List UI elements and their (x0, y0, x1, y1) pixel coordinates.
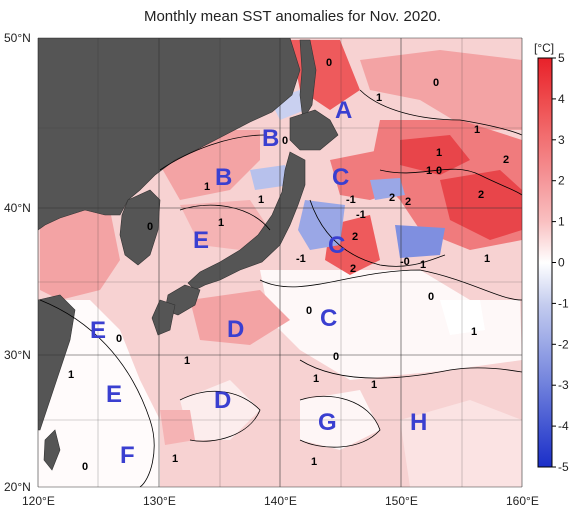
svg-text:1: 1 (68, 369, 74, 381)
svg-text:0: 0 (333, 351, 339, 363)
region-label-D: D (227, 316, 244, 343)
lat-label-40: 40°N (4, 201, 31, 215)
svg-text:1: 1 (474, 124, 480, 136)
lon-label-160: 160°E (506, 494, 539, 508)
lon-axis-labels: 120°E 130°E 140°E 150°E 160°E (22, 494, 539, 508)
region-label-B: B (215, 164, 232, 191)
svg-text:1: 1 (371, 379, 377, 391)
region-label-E: E (193, 227, 209, 254)
svg-text:2: 2 (405, 196, 411, 208)
colorbar-swatches (538, 58, 552, 468)
region-label-E: E (106, 381, 122, 408)
map-title: Monthly mean SST anomalies for Nov. 2020… (143, 8, 442, 25)
lon-label-130: 130°E (143, 494, 176, 508)
land-mass (38, 38, 339, 471)
svg-text:1: 1 (436, 147, 442, 159)
svg-text:0: 0 (147, 221, 153, 233)
colorbar-tick-label: 0 (558, 256, 565, 270)
colorbar-segment (538, 139, 552, 182)
svg-text:0: 0 (436, 165, 442, 177)
colorbar-tick-label: -2 (558, 337, 569, 351)
svg-text:1: 1 (311, 456, 317, 468)
svg-text:2: 2 (389, 192, 395, 204)
lat-label-30: 30°N (4, 348, 31, 362)
lat-label-50: 50°N (4, 31, 31, 45)
colorbar-segment (538, 180, 552, 223)
svg-text:0: 0 (306, 305, 312, 317)
colorbar-segment (538, 262, 552, 304)
lat-label-20: 20°N (4, 480, 31, 494)
colorbar-segment (538, 98, 552, 141)
svg-text:0: 0 (116, 333, 122, 345)
lon-label-120: 120°E (22, 494, 55, 508)
region-label-D: D (214, 387, 231, 414)
region-label-C: C (320, 305, 337, 332)
svg-text:0: 0 (433, 77, 439, 89)
region-label-C: C (328, 232, 345, 259)
colorbar-segment (538, 303, 552, 345)
region-label-A: A (335, 97, 352, 124)
colorbar-segment (538, 221, 552, 263)
colorbar-tick-label: -3 (558, 378, 569, 392)
svg-text:-1: -1 (296, 253, 306, 265)
svg-text:-1: -1 (356, 209, 366, 221)
colorbar-tick-label: -5 (558, 460, 569, 474)
colorbar-segment (538, 58, 552, 100)
region-labels: A B B C C C D D E E E F G H (90, 97, 427, 469)
colorbar: [°C] 5 4 3 2 1 0 -1 -2 -3 -4 -5 (534, 41, 569, 474)
colorbar-segment (538, 344, 552, 386)
svg-text:1: 1 (313, 373, 319, 385)
colorbar-segment (538, 426, 552, 468)
colorbar-tick-label: 4 (558, 92, 565, 106)
colorbar-tick-label: 1 (558, 215, 565, 229)
region-label-B: B (262, 125, 279, 152)
svg-text:1: 1 (204, 181, 210, 193)
svg-text:1: 1 (376, 92, 382, 104)
svg-text:2: 2 (352, 231, 358, 243)
svg-text:1: 1 (184, 355, 190, 367)
svg-text:0: 0 (428, 291, 434, 303)
colorbar-tick-label: 2 (558, 174, 565, 188)
region-label-H: H (410, 409, 427, 436)
colorbar-ticks: 5 4 3 2 1 0 -1 -2 -3 -4 -5 (552, 51, 569, 474)
svg-text:-1: -1 (346, 194, 356, 206)
colorbar-tick-label: -1 (558, 296, 569, 310)
colorbar-tick-label: 3 (558, 133, 565, 147)
svg-text:1: 1 (218, 217, 224, 229)
colorbar-unit: [°C] (534, 41, 554, 55)
svg-text:1: 1 (172, 453, 178, 465)
svg-text:0: 0 (282, 135, 288, 147)
contour-lines (39, 89, 522, 487)
svg-text:1: 1 (484, 253, 490, 265)
svg-text:2: 2 (350, 263, 356, 275)
svg-text:0: 0 (82, 461, 88, 473)
grid-lines (37, 37, 523, 488)
svg-text:2: 2 (503, 154, 509, 166)
svg-text:1: 1 (258, 194, 264, 206)
region-label-G: G (318, 409, 337, 436)
lon-label-140: 140°E (264, 494, 297, 508)
svg-text:1: 1 (420, 259, 426, 271)
lat-axis-labels: 50°N 40°N 30°N 20°N (4, 31, 31, 494)
contour-value-labels: 0 1 0 1 1 2 1 0 2 1 1 0 0 -1 -1 2 2 -1 2… (68, 57, 509, 473)
svg-text:0: 0 (326, 57, 332, 69)
colorbar-tick-label: 5 (558, 51, 565, 65)
region-label-F: F (120, 442, 135, 469)
lon-label-150: 150°E (385, 494, 418, 508)
colorbar-segment (538, 385, 552, 427)
svg-text:2: 2 (478, 189, 484, 201)
colorbar-tick-label: -4 (558, 419, 569, 433)
svg-text:-0: -0 (400, 256, 410, 268)
region-label-E: E (90, 317, 106, 344)
region-label-C: C (332, 164, 349, 191)
svg-text:1: 1 (426, 165, 432, 177)
svg-text:1: 1 (471, 326, 477, 338)
